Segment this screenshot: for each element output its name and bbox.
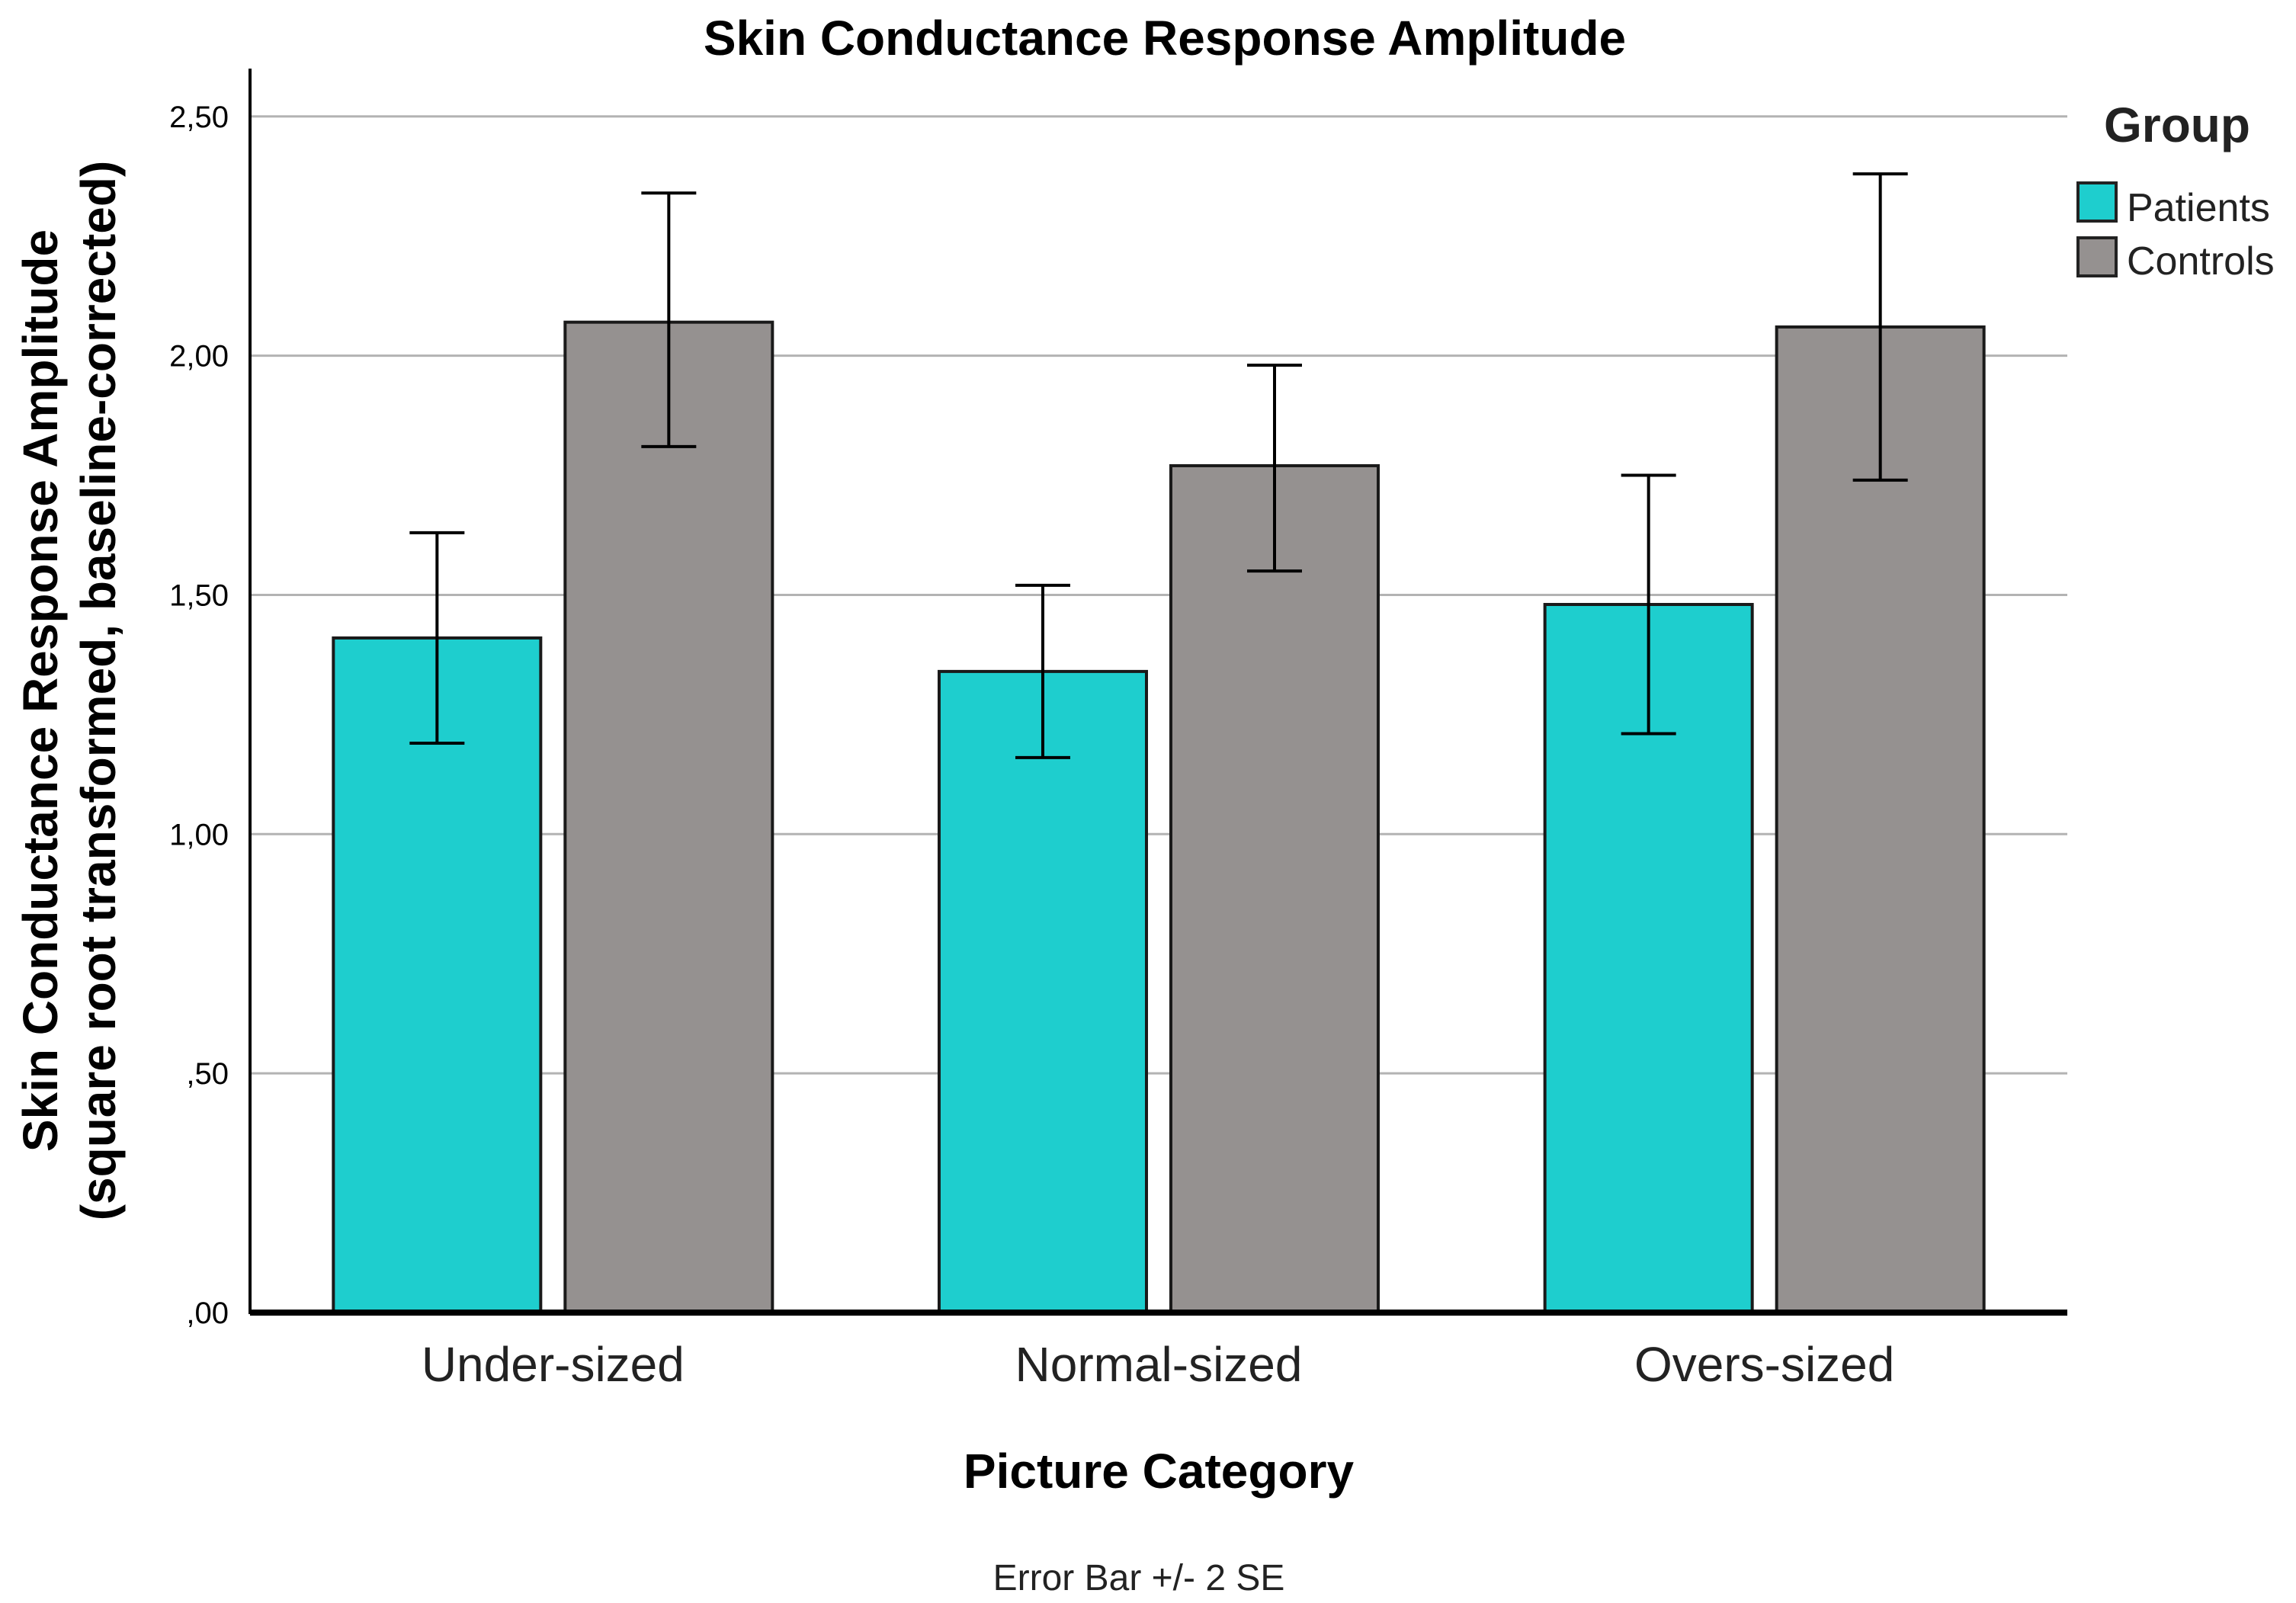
error-bar-controls-1 [1247,364,1302,573]
y-tick-label-0: ,00 [186,1297,229,1330]
error-bar-controls-0 [641,191,697,448]
error-bar-patients-1 [1015,583,1070,759]
legend: Group Patients Controls [2076,98,2275,284]
legend-label-patients: Patients [2127,186,2270,230]
y-tick-label-1: ,50 [186,1057,229,1091]
y-axis-subtitle: (square root transformed, baseline-corre… [71,161,126,1221]
y-tick-label-5: 2,50 [169,101,229,134]
bar-patients-0 [332,636,543,1314]
y-tick-label-4: 2,00 [169,340,229,373]
bar-controls-0 [563,320,774,1315]
x-tick-labels: Under-sized Normal-sized Overs-sized [422,1337,1895,1392]
legend-swatch-patients [2076,181,2118,223]
x-tick-label-0: Under-sized [422,1337,685,1392]
x-axis-title: Picture Category [964,1444,1355,1499]
y-tick-label-3: 1,50 [169,579,229,612]
chart-title: Skin Conductance Response Amplitude [704,11,1626,66]
legend-label-controls: Controls [2127,239,2275,284]
y-axis-title: Skin Conductance Response Amplitude [13,229,68,1152]
footnote-error-bar: Error Bar +/- 2 SE [993,1558,1285,1598]
error-bar-controls-2 [1852,172,1908,482]
bars [332,320,1986,1315]
y-axis-title-line-1: Skin Conductance Response Amplitude [13,229,68,1152]
x-tick-label-2: Overs-sized [1634,1337,1894,1392]
gridlines [250,115,2067,1075]
axes [249,69,2067,1316]
error-bars [409,172,1908,759]
x-tick-label-1: Normal-sized [1015,1337,1303,1392]
error-bar-patients-0 [409,531,465,745]
bar-patients-1 [938,669,1148,1314]
y-tick-labels: ,00 ,50 1,00 1,50 2,00 2,50 [169,101,229,1330]
y-tick-label-2: 1,00 [169,818,229,851]
bar-controls-1 [1169,463,1380,1314]
legend-swatch-controls [2076,236,2118,277]
y-axis-title-line-2: (square root transformed, baseline-corre… [71,161,126,1221]
legend-title: Group [2104,98,2250,152]
error-bar-patients-2 [1621,473,1676,736]
